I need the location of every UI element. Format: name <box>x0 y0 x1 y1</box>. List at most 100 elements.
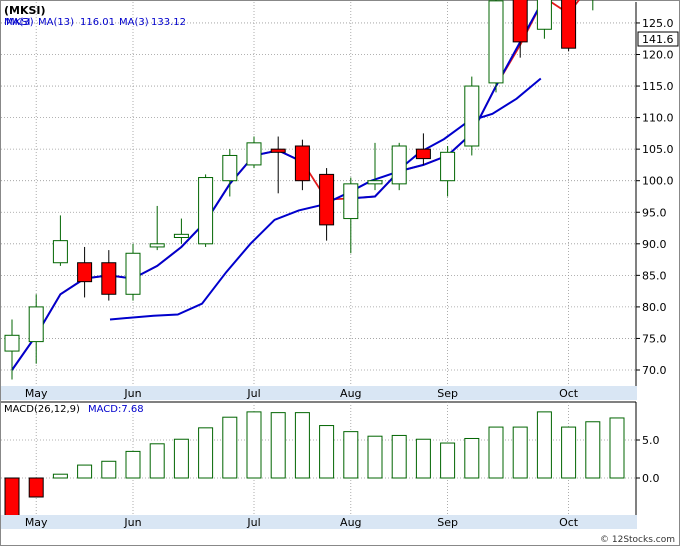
candle <box>319 168 335 241</box>
macd-x-label: Aug <box>340 516 361 529</box>
macd-x-label: Jul <box>246 516 260 529</box>
macd-bar <box>125 450 141 479</box>
price-tick-label: 105.0 <box>642 143 674 156</box>
price-tick-label: 100.0 <box>642 175 674 188</box>
price-axis-band <box>1 386 637 400</box>
candle <box>294 139 310 191</box>
ma-fast-legend-label: MA(3) <box>4 17 34 28</box>
candle-body-down <box>415 148 431 160</box>
macd-bar <box>52 473 68 479</box>
candle-body-down <box>319 173 335 226</box>
price-tick-label: 120.0 <box>642 49 674 62</box>
macd-bar <box>294 412 310 479</box>
candle-body-up <box>367 180 383 185</box>
candle-body-down <box>101 262 117 295</box>
price-panel: 70.0 75.0 80.0 85.0 90.0 95.0 100.0 105.0 110.0 1… <box>1 0 679 400</box>
candle-body-up <box>343 183 359 220</box>
candle <box>391 142 407 191</box>
candle <box>367 142 383 191</box>
watermark: © 12Stocks.com <box>600 535 675 545</box>
ma-fast-legend-value: 133.12 <box>151 17 186 28</box>
macd-axis-band <box>1 515 637 529</box>
ma-slow-legend-label: MA(13) <box>38 17 74 28</box>
price-tick-label: 110.0 <box>642 112 674 125</box>
candle <box>415 133 431 165</box>
macd-tick-label: 0.0 <box>642 472 660 485</box>
candle <box>198 174 214 247</box>
macd-bar <box>149 443 165 479</box>
macd-bar <box>246 411 262 479</box>
candle-body-down <box>77 262 93 283</box>
price-tick-label: 90.0 <box>642 238 667 251</box>
ticker-label: MKSI <box>6 17 30 28</box>
candle <box>440 145 456 197</box>
candle-body-up <box>488 0 504 84</box>
price-tick-label: 115.0 <box>642 80 674 93</box>
macd-x-label: Sep <box>437 516 458 529</box>
macd-bar <box>464 437 480 479</box>
macd-bar <box>367 435 383 479</box>
candle <box>52 215 68 266</box>
candle-body-up <box>28 306 44 343</box>
candle <box>4 319 20 380</box>
candle-body-down <box>512 0 528 43</box>
candle <box>101 250 117 301</box>
candle <box>149 205 165 251</box>
macd-y-axis-ticks: 0.0 5.0 <box>636 434 660 485</box>
macd-bars <box>4 411 625 517</box>
macd-bar <box>609 417 625 479</box>
candle <box>222 149 238 197</box>
macd-x-axis-labels: May Jun Jul Aug Sep Oct <box>25 516 579 529</box>
candlesticks <box>4 0 594 380</box>
candle-body-up <box>52 240 68 264</box>
macd-bar <box>319 425 335 479</box>
macd-bar <box>585 421 601 479</box>
macd-bar <box>198 427 214 479</box>
macd-title: MACD(26,12,9) <box>4 404 80 415</box>
macd-bar <box>222 416 238 479</box>
candle <box>77 246 93 298</box>
ma-legend: MA(3) <box>4 17 34 28</box>
candle <box>246 136 262 169</box>
candle-body-up <box>391 145 407 185</box>
candle-body-down <box>270 148 286 153</box>
macd-bar <box>343 431 359 479</box>
price-tick-label: 75.0 <box>642 332 667 345</box>
candle <box>343 177 359 254</box>
macd-x-label: Jun <box>123 516 141 529</box>
macd-bar <box>77 464 93 479</box>
symbol-label: (MKSI) <box>4 4 46 17</box>
macd-bar <box>440 442 456 479</box>
macd-tick-label: 5.0 <box>642 434 660 447</box>
price-x-label: Sep <box>437 387 458 400</box>
macd-bar-negative <box>28 477 44 498</box>
candle-body-up <box>536 0 552 30</box>
ma-blue-segment <box>350 0 545 200</box>
price-y-axis-ticks: 70.0 75.0 80.0 85.0 90.0 95.0 100.0 105.0 110.0 1… <box>636 17 674 377</box>
ma-fast-legend-label-2: MA(3) <box>119 17 149 28</box>
last-price-label: 141.6 <box>642 33 674 46</box>
candle-body-up <box>246 142 262 166</box>
price-x-label: Aug <box>340 387 361 400</box>
candle <box>270 136 286 194</box>
macd-x-label: May <box>25 516 48 529</box>
candle-body-up <box>125 252 141 295</box>
macd-value: MACD:7.68 <box>88 404 144 415</box>
price-x-label: Jun <box>123 387 141 400</box>
candle-body-up <box>222 154 238 182</box>
price-x-label: May <box>25 387 48 400</box>
candle-body-up <box>149 243 165 248</box>
price-x-label: Oct <box>559 387 579 400</box>
candle <box>464 76 480 156</box>
macd-bar <box>415 438 431 479</box>
candle <box>173 218 189 244</box>
candle-body-up <box>173 233 189 238</box>
price-tick-label: 80.0 <box>642 301 667 314</box>
macd-bar <box>391 434 407 479</box>
candle-body-up <box>464 85 480 147</box>
price-x-axis-labels: May Jun Jul Aug Sep Oct <box>25 387 579 400</box>
macd-panel: 0.05.0 May Jun Jul Aug Sep Oct MACD(26,12,9) … <box>1 401 660 529</box>
candle-body-up <box>198 177 214 245</box>
candle-body-down <box>561 0 577 49</box>
candle-body-down <box>294 145 310 182</box>
